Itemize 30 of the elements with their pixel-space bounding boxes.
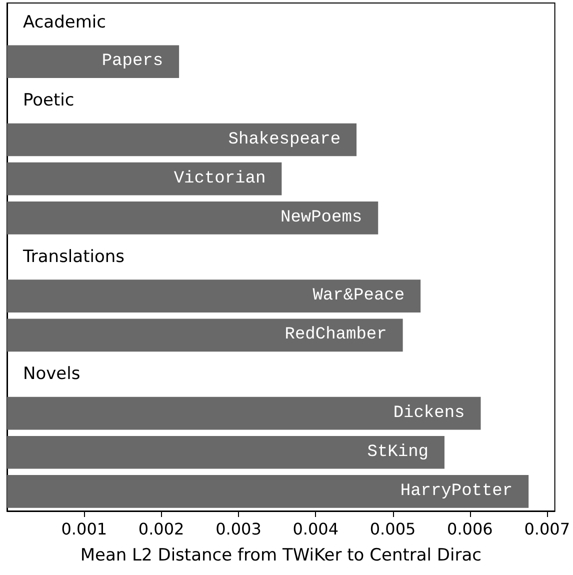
- x-tick-label: 0.003: [216, 520, 262, 538]
- bar: [7, 123, 357, 156]
- y-tick-label: Shakespeare: [228, 130, 341, 150]
- bar: [7, 436, 444, 469]
- x-tick-label: 0.007: [524, 520, 570, 538]
- y-tick-label: RedChamber: [284, 326, 387, 345]
- y-tick-label: Victorian: [174, 169, 266, 188]
- bar: [7, 45, 180, 78]
- bar: [7, 318, 403, 352]
- y-tick-label: Dickens: [393, 404, 465, 423]
- y-tick-label: Academic: [23, 12, 106, 33]
- y-tick-label: Novels: [23, 364, 80, 384]
- y-tick-label: Poetic: [23, 90, 74, 111]
- x-axis-title: Mean L2 Distance from TWiKer to Central Dirac: [80, 546, 482, 566]
- y-tick-label: NewPoems: [280, 208, 362, 228]
- y-tick-label: War&Peace: [312, 286, 405, 306]
- bar: [7, 396, 481, 430]
- x-tick-label: 0.006: [447, 520, 493, 538]
- x-tick-label: 0.001: [61, 520, 108, 538]
- y-tick-label: HarryPotter: [400, 482, 513, 501]
- y-tick-label: Translations: [22, 247, 125, 267]
- bar: [7, 280, 421, 312]
- x-tick-label: 0.002: [138, 520, 184, 538]
- bar: [7, 475, 529, 508]
- bar: [7, 162, 282, 196]
- x-tick-label: 0.004: [292, 520, 339, 538]
- bar: [7, 202, 378, 234]
- x-tick-label: 0.005: [370, 520, 416, 538]
- y-tick-label: StKing: [367, 442, 428, 462]
- y-tick-label: Papers: [102, 52, 164, 72]
